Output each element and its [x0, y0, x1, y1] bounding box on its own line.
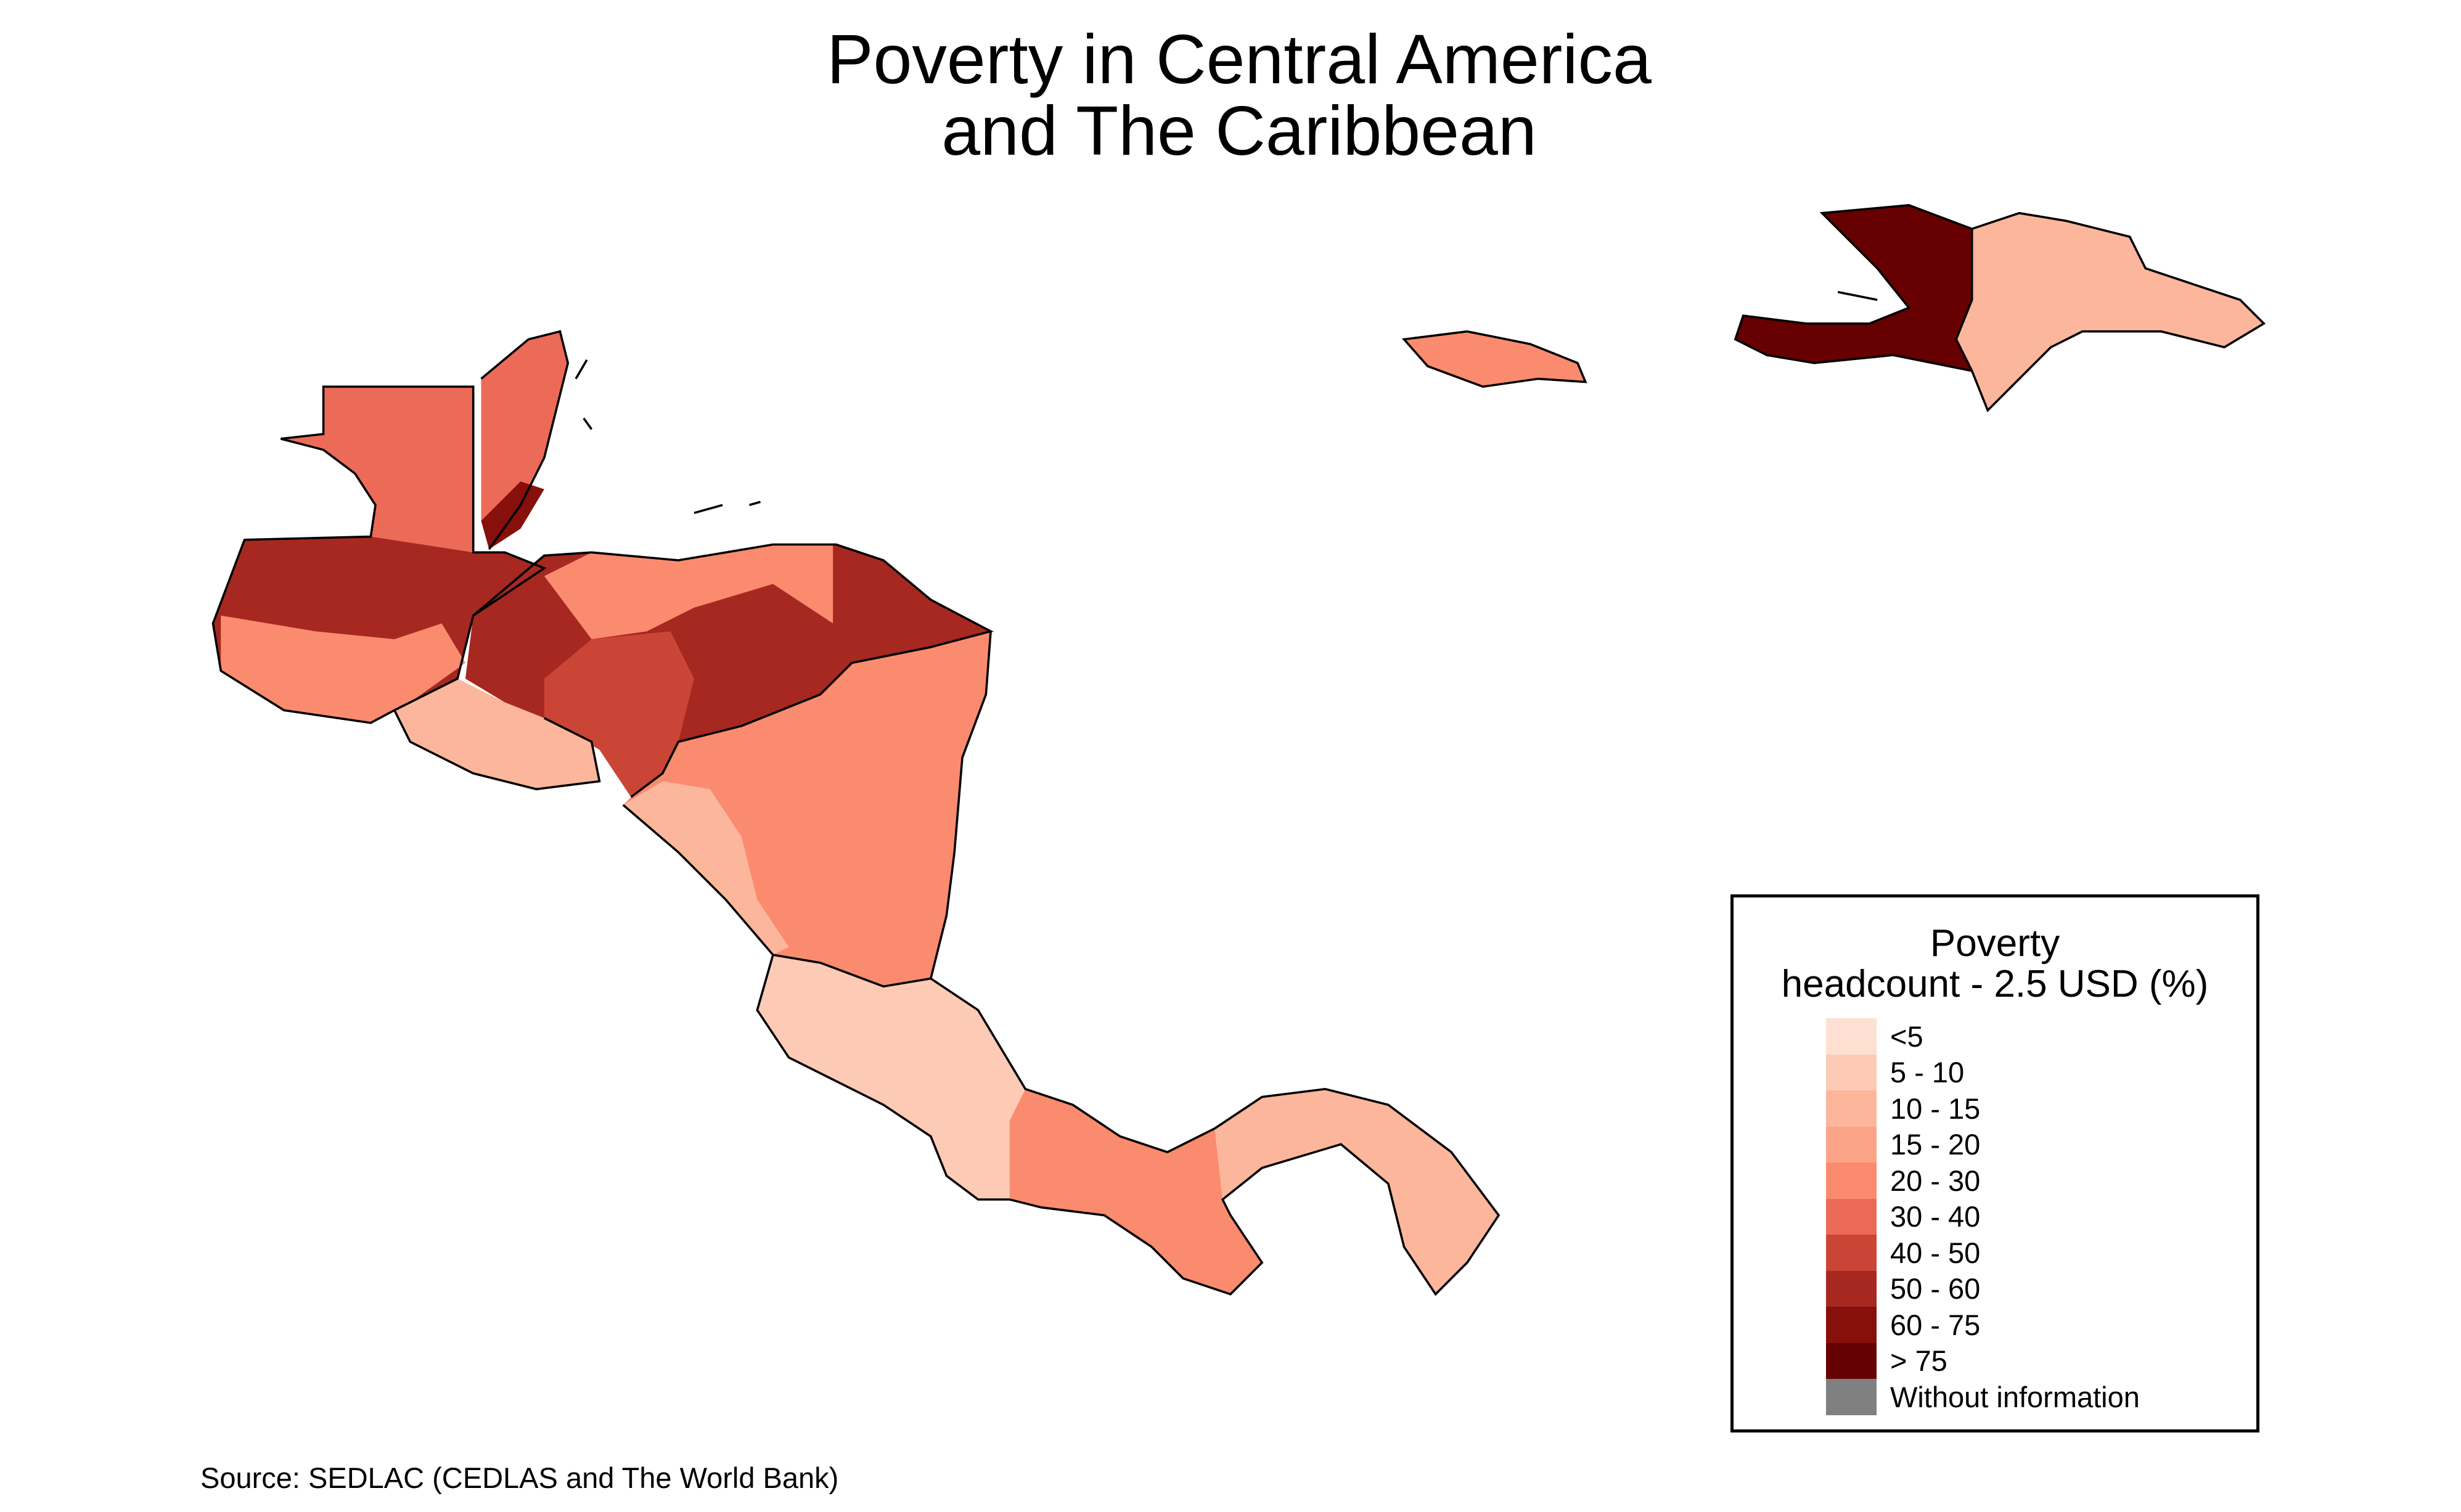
legend: Poverty headcount - 2.5 USD (%) <5 5 - 10… [1730, 894, 2259, 1432]
legend-label: 5 - 10 [1890, 1056, 1965, 1089]
legend-item: 20 - 30 [1826, 1163, 2140, 1199]
region-honduras-central [544, 631, 694, 798]
legend-label: > 75 [1890, 1344, 1947, 1378]
legend-label: 60 - 75 [1890, 1308, 1981, 1341]
region-honduras-north [544, 544, 833, 640]
legend-label: Without information [1890, 1380, 2140, 1413]
legend-swatch [1826, 1163, 1877, 1199]
legend-swatch [1826, 1342, 1877, 1379]
legend-label: 15 - 20 [1890, 1128, 1981, 1161]
map-title-line1: Poverty in Central America [827, 20, 1652, 98]
legend-label: 30 - 40 [1890, 1200, 1981, 1233]
region-nicaragua [623, 631, 991, 987]
legend-item: 40 - 50 [1826, 1235, 2140, 1271]
legend-swatch [1826, 1054, 1877, 1090]
legend-item: 10 - 15 [1826, 1090, 2140, 1127]
legend-swatch [1826, 1090, 1877, 1127]
legend-item: 30 - 40 [1826, 1198, 2140, 1235]
legend-label: 20 - 30 [1890, 1164, 1981, 1197]
legend-item: Without information [1826, 1379, 2140, 1415]
region-haiti [1735, 205, 1972, 371]
legend-label: 10 - 15 [1890, 1092, 1981, 1125]
legend-item: <5 [1826, 1018, 2140, 1055]
region-panama-west [1009, 1089, 1263, 1294]
legend-items: <5 5 - 10 10 - 15 15 - 20 20 - 30 30 - 40 40 -… [1826, 1018, 2140, 1415]
legend-swatch [1826, 1126, 1877, 1163]
legend-item: 50 - 60 [1826, 1270, 2140, 1307]
legend-label: 40 - 50 [1890, 1236, 1981, 1269]
legend-label: <5 [1890, 1020, 1923, 1053]
legend-item: 5 - 10 [1826, 1054, 2140, 1090]
legend-swatch [1826, 1198, 1877, 1235]
region-belize [481, 331, 568, 521]
legend-item: > 75 [1826, 1342, 2140, 1379]
legend-item: 60 - 75 [1826, 1307, 2140, 1343]
region-guatemala-southwest [221, 615, 465, 723]
region-dominican-republic [1956, 213, 2264, 411]
legend-swatch [1826, 1307, 1877, 1343]
legend-swatch [1826, 1235, 1877, 1271]
source-note: Source: SEDLAC (CEDLAS and The World Ban… [200, 1461, 839, 1494]
legend-item: 15 - 20 [1826, 1126, 2140, 1163]
legend-swatch [1826, 1270, 1877, 1307]
legend-swatch [1826, 1018, 1877, 1055]
legend-title-line2: headcount - 2.5 USD (%) [1781, 963, 2209, 1005]
region-guatemala-north [280, 386, 473, 553]
legend-swatch [1826, 1379, 1877, 1415]
legend-title-line1: Poverty [1930, 922, 2060, 965]
region-panama-east [1214, 1089, 1499, 1294]
region-costa-rica [757, 955, 1026, 1200]
region-jamaica [1404, 331, 1586, 387]
map-title-line2: and The Caribbean [941, 92, 1537, 170]
region-el-salvador [394, 679, 600, 790]
legend-label: 50 - 60 [1890, 1272, 1981, 1306]
region-nicaragua-west [623, 781, 789, 955]
country-borders [211, 204, 2266, 1296]
